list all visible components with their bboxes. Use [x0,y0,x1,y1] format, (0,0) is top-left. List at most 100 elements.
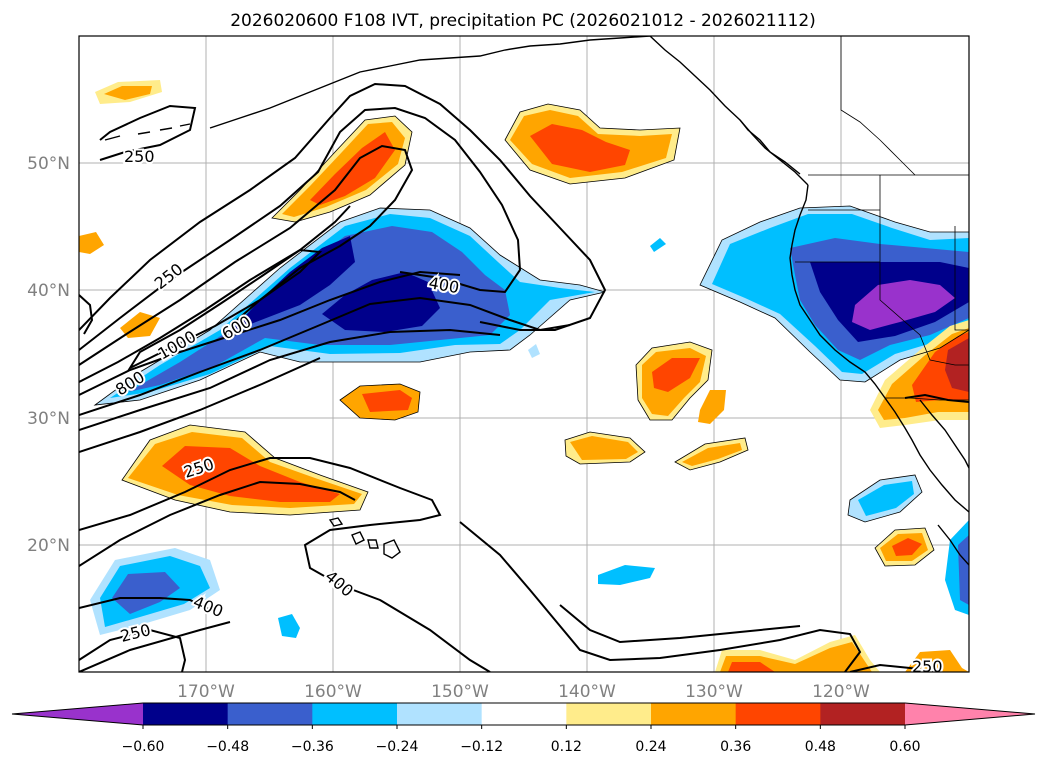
pos-area-small-a-mid [362,390,412,412]
neg-area-central-pacific-strong [230,236,355,332]
contour-se-corner [849,663,941,672]
contour-west-edge [79,294,94,335]
neg-area-small-2 [598,565,655,585]
lon-label: 120°W [812,682,870,702]
colorbar-tick-label: 0.36 [720,739,751,755]
positive-pc-areas [79,80,969,672]
lon-label: 160°W [304,682,362,702]
lon-label: 130°W [685,682,743,702]
coastlines [104,36,969,566]
colorbar-tick-label: 0.60 [889,739,920,755]
colorbar-tick-label: −0.36 [291,739,334,755]
contour-inner-c [79,328,501,431]
lon-label: 140°W [558,682,616,702]
contour-southeast [459,521,862,672]
map-frame [78,35,970,673]
neg-area-small-5 [650,238,666,252]
pos-area-small-c-light [104,86,152,100]
negative-pc-areas [90,206,969,638]
state-border-ca-nv [879,262,931,361]
canada-bc-coast [739,119,801,175]
contour-southwest-250 [79,628,187,672]
contour-label: 250 [124,147,155,166]
baja-coast [884,397,969,513]
neg-area-southwest-mid [112,572,180,614]
colorbar-labels: −0.60 −0.48 −0.36 −0.24 −0.12 0.12 0.24 0.36 0.4… [122,725,921,755]
colorbar-tick-label: −0.12 [460,739,503,755]
lon-label: 170°W [177,682,235,702]
colorbar-tick-label: 0.24 [635,739,666,755]
contour-250-north [99,104,197,161]
contour-southeast-b [559,604,801,644]
us-west-coast [789,184,886,399]
map-title: 2026020600 F108 IVT, precipitation PC (2… [230,11,816,31]
neg-area-small-3-light [858,481,914,516]
longitude-labels: 170°W 160°W 150°W 140°W 130°W 120°W [177,682,870,702]
colorbar-extend-high [905,703,1035,725]
colorbar-cell [312,703,398,725]
contour-250-outer [79,82,607,331]
ivt-contours [79,82,969,672]
neg-area-east-edge-mid [958,535,969,605]
mexico-coast [937,524,969,566]
lat-label: 20°N [27,536,70,556]
pos-area-gulf-alaska-mid [530,124,630,172]
colorbar-cell [397,703,483,725]
contour-ca-coast-250 [904,393,969,403]
colorbar-cell [227,703,313,725]
pos-area-small-h-light [682,443,742,466]
contour-subtropical-400 [79,480,356,567]
pos-area-small-g-light [570,436,638,460]
canada-interior-border [840,36,916,176]
gulf-california [919,399,969,469]
colorbar-cell [651,703,737,725]
pos-area-small-e-mid [652,358,700,392]
hawaii-islands [328,517,401,559]
pos-area-subtropical-west-mid [162,446,340,502]
colorbar-cell [143,703,229,725]
state-border-az [929,359,969,366]
alaska-coast [209,36,651,129]
contour-south [79,621,231,672]
borders [795,36,969,401]
lon-label: 150°W [431,682,489,702]
pos-area-south-mid [728,662,775,672]
neg-area-small-4 [528,344,540,358]
colorbar-cell [481,703,567,725]
colorbar: −0.60 −0.48 −0.36 −0.24 −0.12 0.12 0.24 0.36 0.4… [11,702,1036,755]
pos-area-small-f [698,390,726,424]
contour-inner-a [79,270,461,396]
colorbar-extend-low [12,703,143,725]
contour-label: 250 [912,657,943,676]
colorbar-tick-label: 0.48 [805,739,836,755]
contour-southwest-400 [79,597,216,613]
neg-area-central-pacific-mid [128,226,510,392]
lat-label: 30°N [27,409,70,429]
contour-subtropical-250 [79,457,491,672]
neg-area-small-1 [278,614,300,638]
colorbar-cells [12,703,1035,725]
contour-800 [79,205,351,383]
colorbar-cell [820,703,906,725]
contour-inner-d [79,357,321,453]
colorbar-cell [566,703,652,725]
pos-area-small-i-mid [892,538,922,556]
contour-inner-b [79,296,571,416]
pos-area-small-d [79,232,104,254]
contour-400-outer [79,106,522,351]
state-border-nv-ut [954,226,969,331]
contour-1000 [127,248,323,371]
lat-label: 40°N [27,281,70,301]
contour-600 [79,144,414,366]
lat-label: 50°N [27,154,70,174]
pos-area-south-east [905,650,969,672]
aleutian-islands [104,123,191,141]
colorbar-tick-label: −0.48 [206,739,249,755]
colorbar-tick-label: 0.12 [551,739,582,755]
colorbar-tick-label: −0.24 [376,739,419,755]
neg-area-california-purple [852,280,955,330]
colorbar-cell [735,703,821,725]
latitude-labels: 50°N 40°N 30°N 20°N [27,154,70,556]
colorbar-tick-label: −0.60 [122,739,165,755]
